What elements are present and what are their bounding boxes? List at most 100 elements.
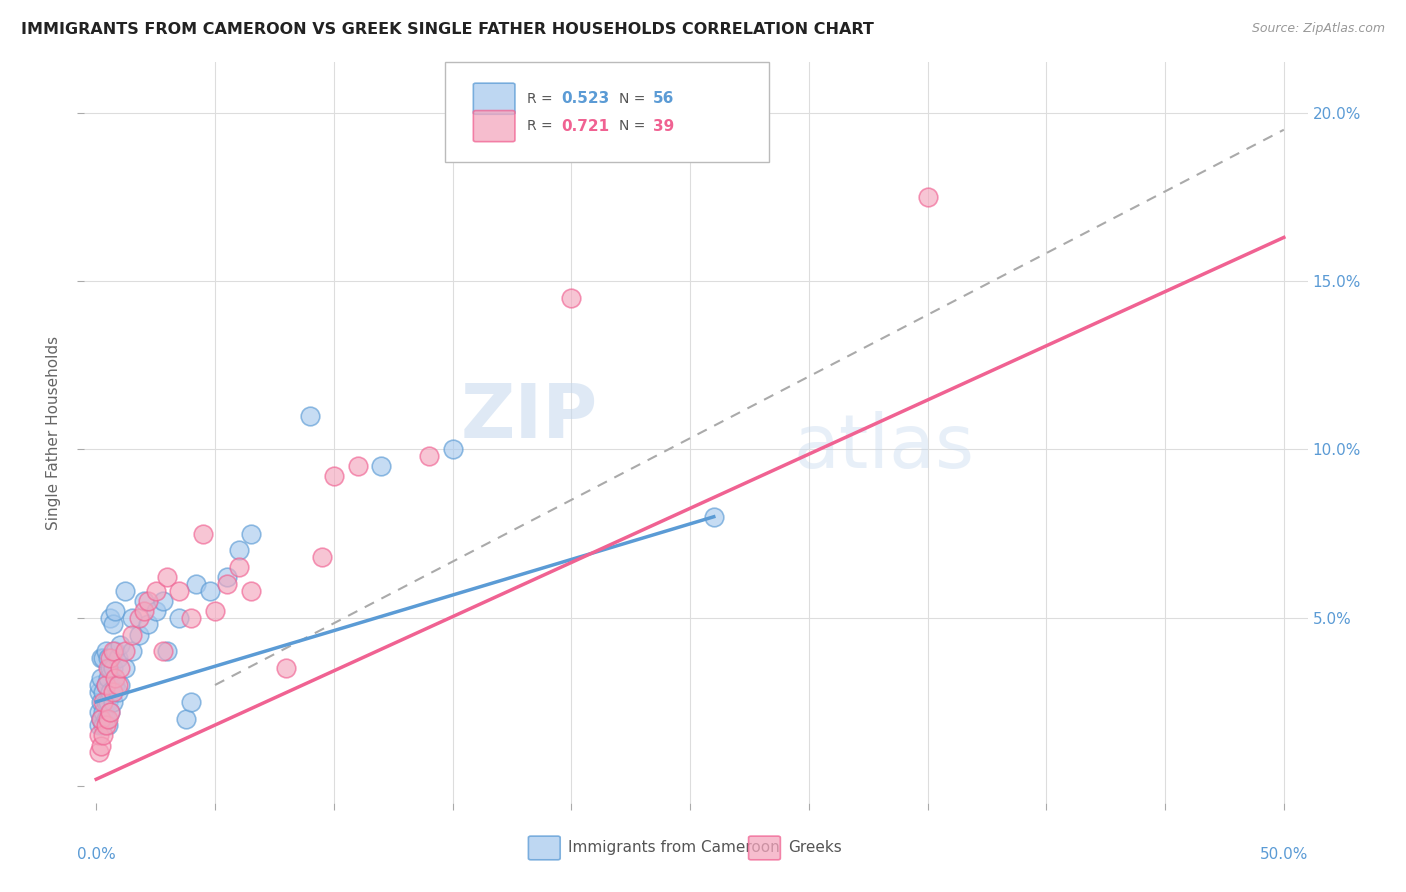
Point — [215, 570, 238, 584]
Y-axis label: Single Father Households: Single Father Households — [46, 335, 62, 530]
FancyBboxPatch shape — [474, 83, 515, 114]
Point — [94, 718, 117, 732]
Text: 56: 56 — [654, 91, 675, 106]
Point — [145, 583, 167, 598]
Point — [128, 627, 150, 641]
Point — [108, 661, 131, 675]
FancyBboxPatch shape — [446, 62, 769, 162]
Point — [114, 661, 136, 675]
Point — [100, 651, 122, 665]
Point — [180, 610, 202, 624]
Point — [132, 604, 155, 618]
Point — [97, 671, 120, 685]
Point — [121, 610, 143, 624]
Point — [101, 685, 124, 699]
Point — [152, 644, 174, 658]
Point — [228, 543, 250, 558]
Text: N =: N = — [619, 120, 650, 133]
Text: Greeks: Greeks — [787, 840, 841, 855]
Point — [100, 705, 122, 719]
Point — [121, 627, 143, 641]
Point — [441, 442, 464, 457]
Point — [101, 661, 124, 675]
Point — [90, 671, 112, 685]
Point — [370, 459, 392, 474]
Point — [93, 705, 115, 719]
Point — [176, 712, 198, 726]
Text: R =: R = — [527, 92, 557, 106]
Point — [87, 729, 110, 743]
Point — [204, 604, 226, 618]
Point — [276, 661, 298, 675]
Point — [128, 610, 150, 624]
Point — [87, 705, 110, 719]
Point — [104, 644, 127, 658]
Text: N =: N = — [619, 92, 650, 106]
Point — [703, 509, 725, 524]
Point — [101, 644, 124, 658]
Point — [104, 678, 127, 692]
Text: ZIP: ZIP — [461, 381, 598, 454]
Point — [145, 604, 167, 618]
Point — [560, 291, 582, 305]
Point — [90, 712, 112, 726]
Point — [322, 469, 344, 483]
Text: 39: 39 — [654, 119, 675, 134]
Point — [114, 583, 136, 598]
Point — [87, 718, 110, 732]
Point — [100, 661, 122, 675]
Point — [169, 583, 191, 598]
Point — [132, 594, 155, 608]
Point — [97, 695, 120, 709]
Point — [239, 526, 262, 541]
Point — [114, 644, 136, 658]
Point — [311, 550, 333, 565]
Point — [94, 695, 117, 709]
Point — [94, 678, 117, 692]
Point — [100, 610, 122, 624]
Point — [97, 718, 120, 732]
Text: Source: ZipAtlas.com: Source: ZipAtlas.com — [1251, 22, 1385, 36]
Point — [90, 739, 112, 753]
Text: IMMIGRANTS FROM CAMEROON VS GREEK SINGLE FATHER HOUSEHOLDS CORRELATION CHART: IMMIGRANTS FROM CAMEROON VS GREEK SINGLE… — [21, 22, 875, 37]
Text: 0.0%: 0.0% — [77, 847, 115, 862]
Point — [180, 695, 202, 709]
Point — [215, 577, 238, 591]
Point — [107, 651, 129, 665]
FancyBboxPatch shape — [474, 111, 515, 142]
Point — [93, 718, 115, 732]
Point — [94, 678, 117, 692]
Text: R =: R = — [527, 120, 557, 133]
Point — [107, 685, 129, 699]
Point — [87, 745, 110, 759]
Point — [108, 638, 131, 652]
Point — [346, 459, 368, 474]
Point — [87, 678, 110, 692]
FancyBboxPatch shape — [748, 836, 780, 860]
Point — [90, 651, 112, 665]
Point — [97, 712, 120, 726]
Point — [200, 583, 222, 598]
Point — [104, 671, 127, 685]
Point — [184, 577, 207, 591]
Point — [94, 644, 117, 658]
Point — [121, 644, 143, 658]
Point — [97, 661, 120, 675]
Point — [138, 594, 160, 608]
Point — [94, 712, 117, 726]
Text: 50.0%: 50.0% — [1260, 847, 1308, 862]
Point — [108, 678, 131, 692]
Point — [418, 449, 440, 463]
Point — [101, 695, 124, 709]
Text: atlas: atlas — [794, 411, 974, 484]
Text: 0.523: 0.523 — [561, 91, 610, 106]
Point — [104, 604, 127, 618]
Point — [101, 617, 124, 632]
Text: Immigrants from Cameroon: Immigrants from Cameroon — [568, 840, 779, 855]
Point — [156, 570, 179, 584]
Point — [90, 695, 112, 709]
FancyBboxPatch shape — [529, 836, 560, 860]
Point — [87, 685, 110, 699]
Point — [93, 685, 115, 699]
Point — [152, 594, 174, 608]
